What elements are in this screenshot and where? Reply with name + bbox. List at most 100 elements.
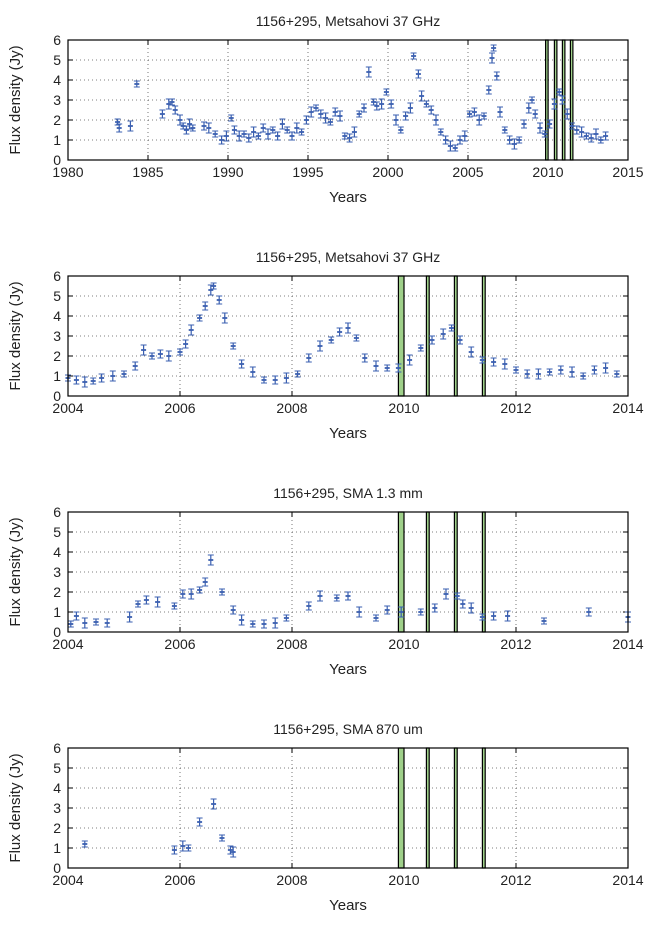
data-point: [90, 377, 97, 385]
data-point: [466, 110, 473, 118]
data-point: [468, 346, 475, 358]
data-point: [489, 52, 495, 64]
data-point: [189, 124, 196, 132]
data-point: [73, 375, 80, 385]
data-point: [428, 105, 435, 115]
data-point: [149, 352, 155, 360]
event-marker-line: [453, 511, 458, 633]
data-point: [384, 605, 391, 615]
data-point: [397, 126, 404, 134]
data-point: [481, 112, 487, 120]
x-tick-label: 2005: [452, 164, 483, 180]
event-marker-line: [453, 275, 458, 397]
event-marker-line: [481, 275, 486, 397]
event-marker-line: [397, 275, 405, 397]
data-point: [183, 125, 190, 135]
y-tick-label: 3: [53, 92, 61, 108]
y-tick-label: 0: [53, 860, 61, 876]
data-point: [81, 376, 88, 388]
data-point: [417, 608, 424, 616]
data-point: [260, 123, 267, 133]
data-point: [378, 98, 385, 110]
y-tick-label: 2: [53, 820, 61, 836]
data-point: [188, 324, 195, 336]
data-point: [196, 314, 203, 322]
y-tick-label: 1: [53, 132, 61, 148]
data-point: [313, 104, 319, 112]
data-point: [265, 128, 271, 140]
data-point: [221, 312, 228, 324]
y-axis-label: Flux density (Jy): [7, 753, 24, 862]
x-tick-label: 2014: [612, 400, 643, 416]
y-tick-label: 5: [53, 760, 61, 776]
data-point: [541, 130, 548, 138]
data-point: [457, 135, 463, 145]
x-tick-label: 2000: [372, 164, 403, 180]
data-point: [322, 112, 329, 124]
data-point: [356, 606, 363, 618]
data-point: [116, 123, 123, 133]
data-point: [337, 110, 343, 122]
data-point: [452, 144, 459, 152]
data-point: [317, 340, 323, 352]
chart-panel-2: 1156+295, Metsahovi 37 GHz 0 1 2 3 4 5 6 2004 200…: [7, 249, 644, 442]
data-point: [202, 577, 209, 587]
chart-panel-3: 1156+295, SMA 1.3 mm 0 1 2 3 4 5 6 2004 2006 2008 2…: [7, 485, 644, 678]
data-point: [437, 128, 444, 136]
event-marker-line: [481, 747, 486, 869]
data-point: [98, 373, 105, 383]
y-axis-label: Flux density (Jy): [7, 281, 24, 390]
x-tick-label: 2004: [52, 400, 83, 416]
data-point: [345, 322, 351, 334]
data-point: [431, 603, 438, 613]
data-point: [556, 88, 563, 96]
data-point: [471, 107, 478, 117]
data-point: [476, 114, 483, 126]
data-point: [236, 130, 243, 142]
data-point: [406, 354, 413, 366]
x-tick-label: 1985: [132, 164, 163, 180]
data-point: [230, 342, 237, 350]
data-point: [289, 131, 295, 141]
data-point: [443, 588, 449, 600]
data-point: [459, 599, 466, 609]
x-tick-label: 2008: [276, 636, 307, 652]
data-point: [333, 594, 340, 602]
data-point: [521, 119, 527, 129]
data-point: [249, 366, 256, 378]
data-point: [308, 106, 315, 118]
event-marker-line: [425, 275, 430, 397]
data-point: [272, 617, 279, 629]
data-point: [341, 132, 348, 140]
chart-title: 1156+295, SMA 1.3 mm: [273, 485, 423, 501]
data-point: [279, 118, 286, 130]
y-tick-label: 1: [53, 368, 61, 384]
data-point: [202, 301, 209, 311]
data-point: [228, 114, 235, 122]
data-point: [410, 52, 417, 60]
data-point: [210, 282, 217, 290]
data-point: [328, 336, 335, 344]
data-point: [272, 375, 279, 385]
data-point: [132, 361, 139, 371]
data-point: [564, 108, 571, 120]
y-tick-label: 3: [53, 564, 61, 580]
data-point: [613, 370, 620, 378]
x-tick-label: 2006: [164, 636, 195, 652]
data-point: [238, 614, 245, 626]
data-point: [216, 295, 223, 305]
data-point: [104, 618, 111, 628]
data-point: [133, 80, 140, 88]
data-point: [393, 114, 399, 126]
data-point: [525, 102, 532, 114]
data-point: [293, 122, 300, 134]
data-point: [578, 126, 585, 138]
data-point: [298, 128, 305, 136]
data-point: [81, 840, 88, 848]
data-point: [171, 602, 178, 610]
data-point: [219, 834, 225, 842]
data-point: [501, 126, 508, 134]
data-point: [535, 368, 542, 380]
data-point: [327, 118, 334, 126]
